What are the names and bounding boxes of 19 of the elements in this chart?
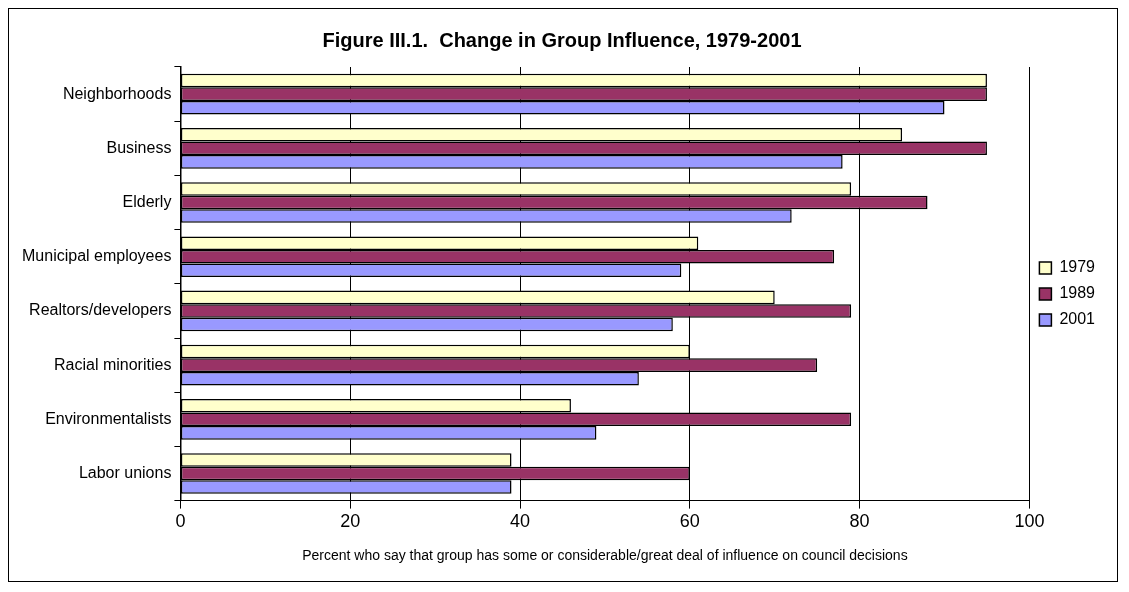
x-tick-label: 60 <box>679 511 700 532</box>
y-tick-label: Neighborhoods <box>62 84 172 102</box>
y-tick-label: Elderly <box>122 192 172 210</box>
y-tick-label: Municipal employees <box>22 247 172 265</box>
y-tick-label: Realtors/developers <box>29 301 172 319</box>
x-axis-title: Percent who say that group has some or considerable/great deal of influence on council decisions <box>302 547 908 564</box>
x-tick-label: 80 <box>849 511 870 532</box>
x-tick-label: 20 <box>340 511 361 532</box>
chart-title: Figure III.1. Change in Group Influence, 1979-2001 <box>322 28 802 51</box>
x-tick-label: 100 <box>1014 511 1045 532</box>
legend-label: 2001 <box>1059 310 1096 328</box>
y-tick-label: Business <box>106 138 172 156</box>
x-tick-label: 40 <box>509 511 531 532</box>
y-tick-label: Environmentalists <box>45 409 172 427</box>
x-tick-label: 0 <box>175 511 186 532</box>
y-tick-label: Labor unions <box>78 463 172 481</box>
y-tick-label: Racial minorities <box>54 355 172 373</box>
legend-label: 1979 <box>1059 258 1096 276</box>
legend-label: 1989 <box>1059 284 1096 302</box>
